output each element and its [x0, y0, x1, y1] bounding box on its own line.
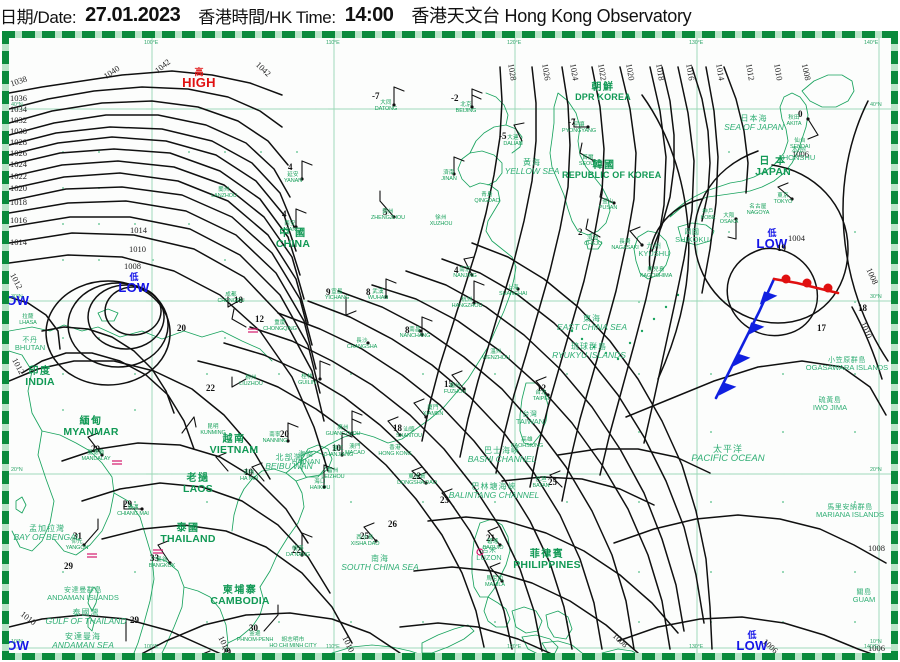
grid-dots [62, 151, 856, 623]
chart-header: 日期/Date: 27.01.2023 香港時間/HK Time: 14:00 … [0, 0, 900, 30]
date-label: 日期/Date: [0, 7, 77, 27]
isobars [9, 66, 889, 653]
organization-label: 香港天文台 Hong Kong Observatory [411, 6, 692, 26]
map-border-left [2, 31, 9, 660]
map-canvas [2, 31, 898, 660]
map-border-top [2, 31, 898, 38]
map-border-bottom [2, 653, 898, 660]
map-border-right [891, 31, 898, 660]
time-value: 14:00 [344, 3, 394, 26]
warm-front [772, 274, 840, 295]
cold-front [714, 277, 778, 400]
time-label: 香港時間/HK Time: [198, 7, 336, 27]
surface-analysis-map[interactable]: 高 HIGH 低 LOW 低 LOW 低 LOW 低 LOW 低 LOW 103… [2, 31, 898, 660]
trough-symbols [87, 328, 484, 558]
date-value: 27.01.2023 [85, 3, 181, 26]
wind-barbs [82, 86, 819, 653]
